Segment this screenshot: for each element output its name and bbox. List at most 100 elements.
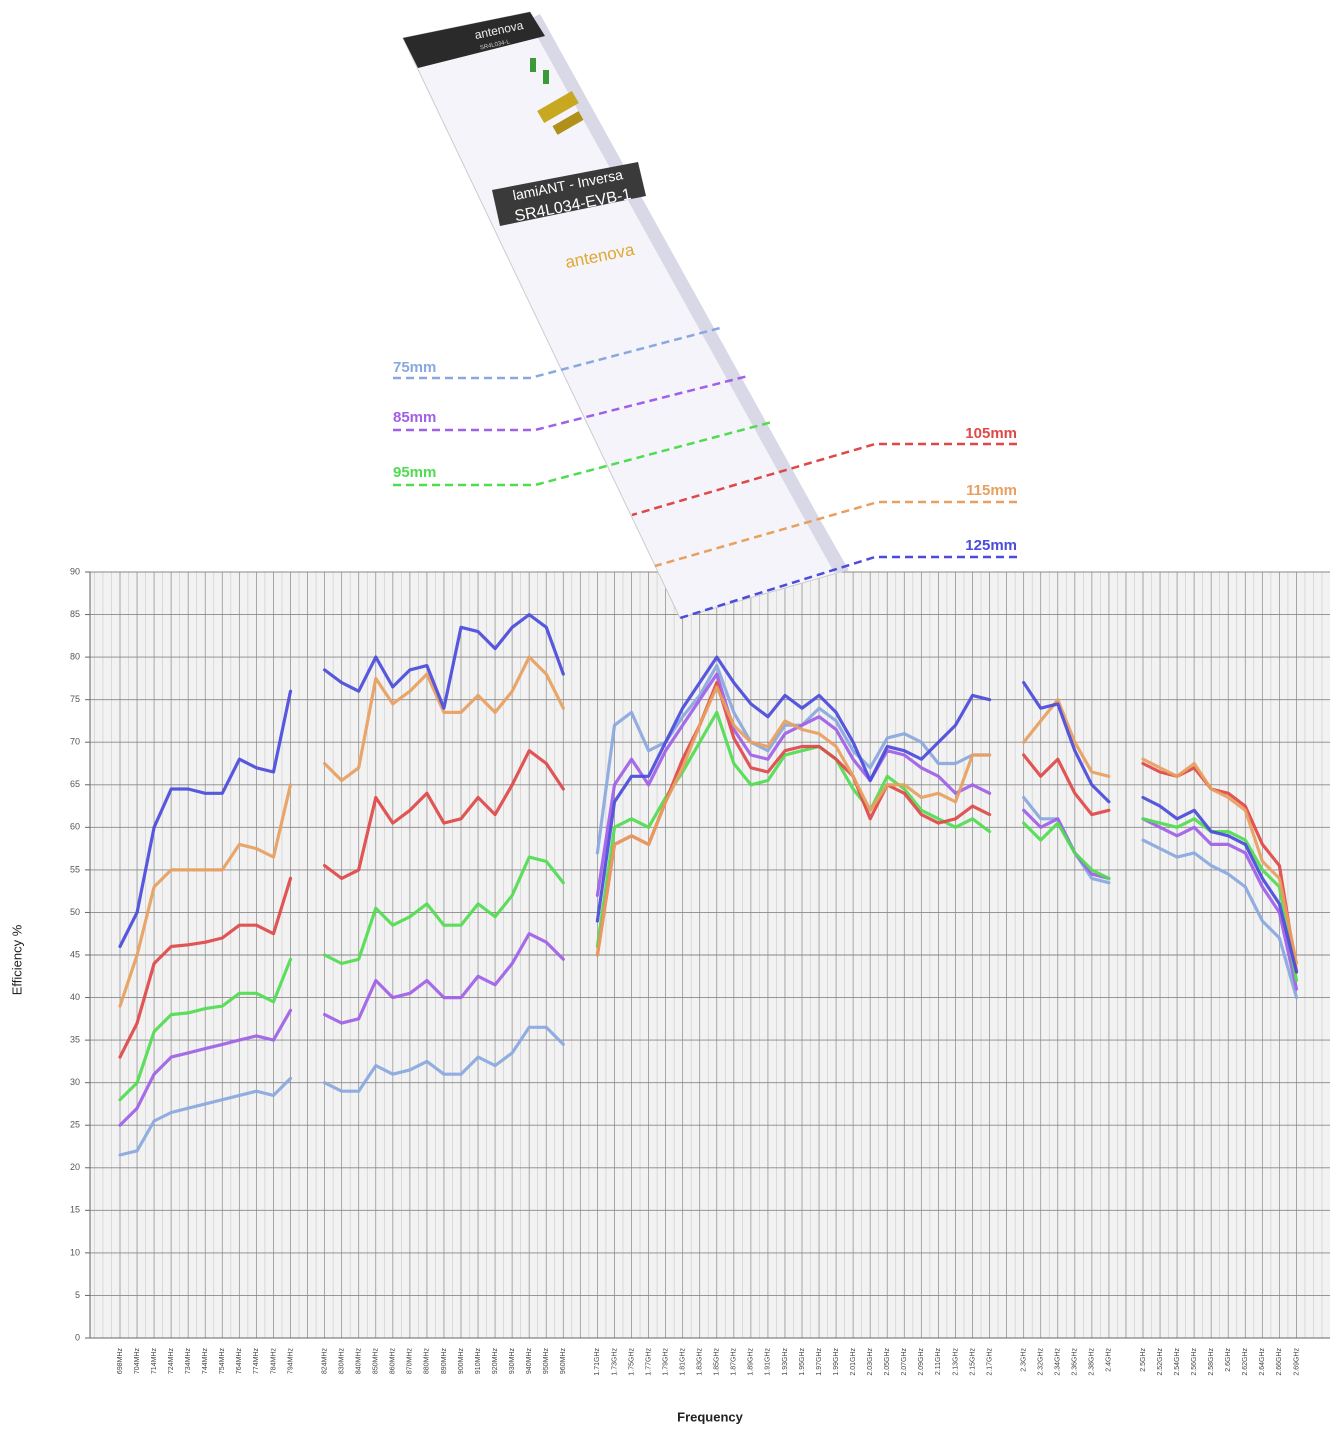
legend-label: 115mm: [966, 482, 1017, 499]
x-tick-label: 1.91GHz: [765, 1348, 772, 1376]
y-tick-label: 65: [70, 779, 80, 789]
x-tick-label: 2.66GHz: [1276, 1348, 1283, 1376]
x-tick-label: 1.79GHz: [662, 1348, 669, 1376]
legend-label: 75mm: [393, 359, 436, 376]
component: [537, 90, 579, 124]
x-tick-label: 774MHz: [253, 1348, 260, 1375]
y-tick-label: 0: [75, 1332, 80, 1342]
x-tick-label: 2.58GHz: [1208, 1348, 1215, 1376]
y-tick-label: 20: [70, 1162, 80, 1172]
board-body: [402, 11, 849, 619]
y-tick-label: 35: [70, 1034, 80, 1044]
y-tick-label: 85: [70, 609, 80, 619]
x-tick-label: 1.75GHz: [628, 1348, 635, 1376]
x-tick-label: 2.07GHz: [901, 1348, 908, 1376]
x-tick-label: 830MHz: [338, 1348, 345, 1375]
x-tick-label: 784MHz: [270, 1348, 277, 1375]
x-tick-label: 850MHz: [373, 1348, 380, 1375]
x-tick-label: 2.03GHz: [867, 1348, 874, 1376]
component: [552, 111, 584, 135]
x-tick-label: 2.4GHz: [1106, 1348, 1113, 1372]
component: [530, 58, 536, 72]
x-tick-label: 2.09GHz: [918, 1348, 925, 1376]
legend-leader: [393, 326, 721, 380]
x-tick-label: 824MHz: [321, 1348, 328, 1375]
legend-leader: [679, 555, 1017, 620]
x-tick-label: 2.62GHz: [1242, 1348, 1249, 1376]
series-line: [118, 672, 1299, 1127]
x-tick-label: 2.6GHz: [1225, 1348, 1232, 1372]
label-box: [492, 162, 646, 226]
x-tick-label: 704MHz: [134, 1348, 141, 1375]
legend-leader: [654, 500, 1017, 568]
x-tick-label: 1.99GHz: [833, 1348, 840, 1376]
x-tick-label: 1.93GHz: [782, 1348, 789, 1376]
y-tick-label: 90: [70, 566, 80, 576]
x-tick-label: 2.13GHz: [952, 1348, 959, 1376]
series-line: [118, 710, 1299, 1102]
x-tick-label: 930MHz: [509, 1348, 516, 1375]
y-tick-label: 55: [70, 864, 80, 874]
x-tick-label: 2.3GHz: [1020, 1348, 1027, 1372]
x-tick-label: 2.5GHz: [1140, 1348, 1147, 1372]
x-tick-label: 734MHz: [185, 1348, 192, 1375]
series-line: [118, 655, 1299, 1008]
legend-leader: [393, 420, 773, 487]
x-tick-label: 890MHz: [441, 1348, 448, 1375]
y-tick-label: 80: [70, 651, 80, 661]
x-tick-label: 880MHz: [424, 1348, 431, 1375]
series-line: [118, 613, 1299, 974]
x-tick-label: 2.36GHz: [1072, 1348, 1079, 1376]
y-tick-label: 45: [70, 949, 80, 959]
x-tick-label: 2.34GHz: [1055, 1348, 1062, 1376]
x-tick-label: 960MHz: [560, 1348, 567, 1375]
y-tick-label: 15: [70, 1205, 80, 1215]
series-line: [118, 681, 1299, 1059]
x-tick-label: 1.71GHz: [594, 1348, 601, 1376]
lines: [118, 613, 1299, 1157]
x-tick-label: 698MHz: [117, 1348, 124, 1375]
x-tick-label: 950MHz: [543, 1348, 550, 1375]
legend-label: 85mm: [393, 409, 436, 426]
x-tick-label: 1.81GHz: [679, 1348, 686, 1376]
y-tick-label: 70: [70, 737, 80, 747]
board: antenova SR4L034-L lamiANT - Inversa SR4…: [402, 11, 849, 619]
x-tick-label: 1.73GHz: [611, 1348, 618, 1376]
x-tick-label: 940MHz: [526, 1348, 533, 1375]
x-tick-label: 714MHz: [151, 1348, 158, 1375]
legend-leader: [393, 374, 749, 432]
x-tick-label: 1.85GHz: [714, 1348, 721, 1376]
x-tick-label: 2.32GHz: [1038, 1348, 1045, 1376]
x-tick-label: 920MHz: [492, 1348, 499, 1375]
x-tick-label: 2.01GHz: [850, 1348, 857, 1376]
x-tick-label: 2.38GHz: [1089, 1348, 1096, 1376]
x-tick-label: 1.83GHz: [697, 1348, 704, 1376]
legend-label: 125mm: [965, 537, 1017, 554]
x-tick-label: 2.52GHz: [1157, 1348, 1164, 1376]
x-tick-label: 754MHz: [219, 1348, 226, 1375]
grid: [85, 571, 1330, 1339]
y-axis-label: Efficiency %: [9, 924, 24, 995]
legend: 75mm 85mm 95mm 105mm 115mm 125mm: [393, 326, 1017, 620]
y-tick-label: 25: [70, 1120, 80, 1130]
y-tick-label: 75: [70, 694, 80, 704]
x-tick-label: 860MHz: [390, 1348, 397, 1375]
x-tick-label: 2.11GHz: [935, 1348, 942, 1376]
y-tick-label: 50: [70, 907, 80, 917]
x-tick-label: 2.05GHz: [884, 1348, 891, 1376]
x-tick-label: 2.54GHz: [1174, 1348, 1181, 1376]
x-tick-label: 1.89GHz: [748, 1348, 755, 1376]
x-tick-label: 2.17GHz: [986, 1348, 993, 1376]
y-tick-label: 10: [70, 1247, 80, 1257]
x-tick-label: 1.87GHz: [731, 1348, 738, 1376]
board-edge: [528, 14, 848, 574]
x-tick-label: 2.69GHz: [1293, 1348, 1300, 1376]
x-tick-label: 724MHz: [168, 1348, 175, 1375]
x-tick-label: 1.95GHz: [799, 1348, 806, 1376]
x-tick-label: 840MHz: [356, 1348, 363, 1375]
component: [543, 70, 549, 84]
x-tick-label: 744MHz: [202, 1348, 209, 1375]
x-tick-label: 2.64GHz: [1259, 1348, 1266, 1376]
x-tick-label: 764MHz: [236, 1348, 243, 1375]
